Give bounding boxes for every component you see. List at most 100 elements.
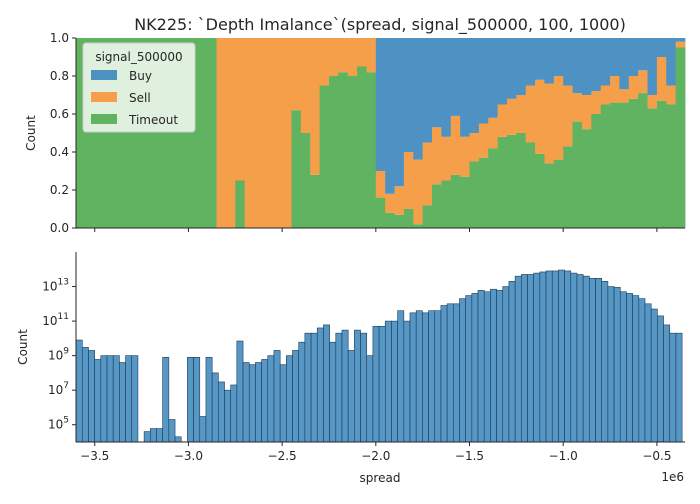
bar-timeout	[319, 85, 330, 228]
bar-timeout	[488, 148, 499, 228]
top-y-axis-label: Count	[24, 115, 38, 151]
bar-sell	[619, 89, 630, 103]
bar-sell	[544, 83, 555, 164]
bar-sell	[235, 38, 246, 181]
top-stacked-bars	[76, 38, 686, 228]
bar-timeout	[366, 72, 377, 228]
histogram-bar	[372, 325, 380, 443]
bar-timeout	[160, 38, 171, 228]
top-axes: 0.0 0.2 0.4 0.6 0.8 1.0	[50, 31, 685, 235]
bar-timeout	[394, 214, 405, 228]
x-tick-label: −0.5	[642, 449, 671, 463]
bar-timeout	[94, 38, 105, 228]
bar-buy	[403, 38, 414, 152]
histogram-bar	[471, 293, 479, 443]
x-tick-label: −3.0	[174, 449, 203, 463]
histogram-bar	[520, 274, 528, 443]
legend-title: signal_500000	[95, 50, 182, 64]
bar-buy	[441, 38, 452, 137]
y-tick-label: 107	[48, 381, 69, 397]
histogram-bar	[502, 286, 510, 443]
bar-buy	[375, 38, 386, 171]
bar-timeout	[422, 205, 433, 228]
bar-timeout	[300, 133, 311, 228]
histogram-bar	[465, 295, 473, 443]
bar-buy	[553, 38, 564, 76]
histogram-bar	[527, 274, 534, 443]
bar-sell	[300, 38, 311, 133]
histogram-bar	[422, 312, 429, 443]
bar-timeout	[375, 197, 386, 228]
bar-buy	[638, 38, 648, 71]
histogram-bar	[669, 332, 677, 443]
histogram-bar	[218, 381, 225, 443]
histogram-bar	[298, 341, 306, 443]
x-tick-label: −1.5	[455, 449, 484, 463]
histogram-bar	[663, 324, 671, 443]
histogram-bar	[211, 372, 219, 443]
bar-sell	[516, 95, 527, 133]
bar-timeout	[581, 129, 592, 228]
bar-buy	[394, 38, 405, 187]
legend-swatch-buy	[91, 70, 117, 80]
bar-sell	[357, 38, 367, 67]
bar-sell	[403, 152, 414, 209]
bar-buy	[525, 38, 536, 86]
bar-timeout	[572, 121, 583, 228]
bar-timeout	[179, 38, 189, 228]
bar-buy	[619, 38, 630, 90]
y-tick-label: 1013	[42, 278, 69, 294]
bar-sell	[600, 85, 611, 105]
bar-timeout	[141, 38, 152, 228]
bar-buy	[535, 38, 545, 80]
bar-timeout	[104, 38, 114, 228]
bar-buy	[572, 38, 583, 94]
histogram-bar	[149, 428, 157, 443]
bar-sell	[225, 38, 236, 228]
bar-buy	[610, 38, 620, 76]
bar-sell	[553, 76, 564, 160]
bar-sell	[338, 38, 349, 73]
chart-title: NK225: `Depth Imalance`(spread, signal_5…	[134, 15, 626, 35]
bar-timeout	[132, 38, 142, 228]
legend-label-timeout: Timeout	[128, 113, 178, 127]
bar-timeout	[188, 38, 199, 228]
histogram-bar	[576, 274, 584, 443]
y-tick-label: 1011	[42, 312, 69, 328]
bar-timeout	[122, 38, 133, 228]
bar-timeout	[544, 163, 555, 228]
bar-timeout	[357, 66, 367, 228]
bar-buy	[628, 38, 639, 76]
bar-buy	[422, 38, 433, 143]
bar-timeout	[207, 38, 217, 228]
bar-timeout	[516, 133, 527, 228]
histogram-bar	[384, 320, 392, 443]
histogram-bar	[619, 291, 627, 443]
bar-sell	[385, 193, 395, 213]
histogram-bar	[638, 298, 646, 443]
y-tick-label: 109	[48, 347, 69, 363]
histogram-bar	[490, 288, 497, 443]
histogram-bar	[607, 286, 615, 443]
bar-buy	[544, 38, 555, 84]
histogram-bar	[483, 291, 491, 443]
x-offset-label: 1e6	[661, 470, 684, 484]
bottom-panel: 105 107 109 1011 1013 −3.5 −3.0 −2.5 −2.0 −1.5 −1.…	[16, 252, 685, 485]
histogram-bar	[564, 270, 572, 443]
bar-sell	[394, 186, 405, 215]
bar-sell	[319, 38, 330, 86]
histogram-bar	[459, 298, 466, 443]
y-tick-label: 0.8	[50, 69, 69, 83]
histogram-bar	[279, 364, 287, 443]
bar-buy	[656, 38, 667, 57]
bar-sell	[282, 38, 292, 228]
histogram-bar	[242, 362, 250, 443]
bar-sell	[263, 38, 274, 228]
bar-sell	[675, 41, 686, 48]
bar-sell	[563, 85, 573, 147]
histogram-bar	[304, 332, 312, 443]
histogram-bar	[626, 293, 633, 443]
bar-sell	[656, 57, 667, 101]
